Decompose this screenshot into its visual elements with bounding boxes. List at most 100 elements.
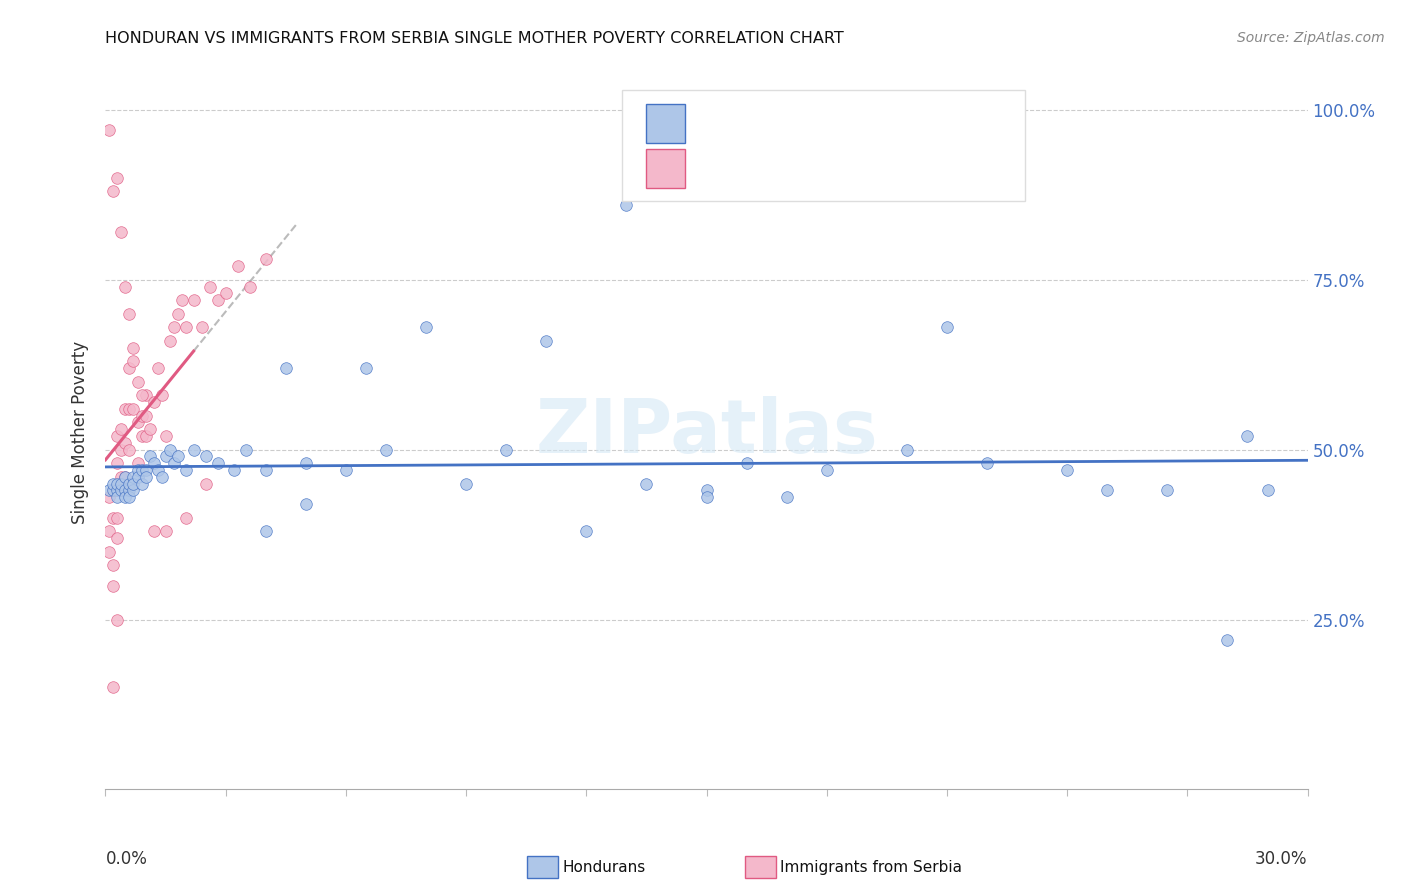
Point — [98, 490, 121, 504]
Point — [1056, 463, 1078, 477]
Point — [107, 613, 129, 627]
Point — [110, 483, 132, 498]
Point — [146, 361, 169, 376]
Point — [214, 286, 236, 301]
Y-axis label: Single Mother Poverty: Single Mother Poverty — [72, 341, 90, 524]
Point — [135, 409, 157, 423]
Point — [183, 293, 205, 307]
Point — [222, 463, 245, 477]
Point — [135, 463, 157, 477]
Point — [103, 681, 125, 695]
Point — [735, 456, 758, 470]
Point — [155, 429, 177, 443]
Point — [135, 388, 157, 402]
Point — [114, 470, 136, 484]
Bar — [647, 104, 685, 144]
Point — [295, 497, 318, 511]
Point — [495, 442, 517, 457]
Point — [254, 463, 277, 477]
Point — [103, 185, 125, 199]
Point — [150, 470, 173, 484]
Point — [98, 483, 121, 498]
Point — [135, 429, 157, 443]
Point — [162, 320, 184, 334]
Point — [1257, 483, 1279, 498]
Text: Hondurans: Hondurans — [562, 860, 645, 874]
Point — [122, 341, 145, 355]
Point — [103, 483, 125, 498]
Point — [138, 422, 160, 436]
Point — [107, 483, 129, 498]
Point — [110, 442, 132, 457]
Point — [118, 483, 141, 498]
Point — [1216, 632, 1239, 647]
Point — [194, 450, 217, 464]
Point — [696, 490, 718, 504]
Point — [575, 524, 598, 538]
Point — [150, 388, 173, 402]
Point — [142, 456, 165, 470]
Point — [131, 429, 153, 443]
Point — [636, 476, 658, 491]
Point — [170, 293, 193, 307]
Text: 30.0%: 30.0% — [1256, 850, 1308, 868]
Point — [207, 456, 229, 470]
Point — [114, 483, 136, 498]
Point — [98, 123, 121, 137]
Point — [1156, 483, 1178, 498]
Point — [374, 442, 398, 457]
Point — [1236, 429, 1258, 443]
Text: HONDURAN VS IMMIGRANTS FROM SERBIA SINGLE MOTHER POVERTY CORRELATION CHART: HONDURAN VS IMMIGRANTS FROM SERBIA SINGL… — [105, 31, 844, 46]
Point — [118, 476, 141, 491]
Point — [122, 476, 145, 491]
Point — [98, 524, 121, 538]
Point — [815, 463, 838, 477]
Text: 0.0%: 0.0% — [105, 850, 148, 868]
Point — [146, 463, 169, 477]
Point — [131, 388, 153, 402]
Point — [114, 470, 136, 484]
Point — [107, 429, 129, 443]
Point — [335, 463, 357, 477]
Point — [534, 334, 557, 348]
Point — [142, 524, 165, 538]
Point — [183, 442, 205, 457]
Point — [107, 476, 129, 491]
Point — [103, 476, 125, 491]
Point — [131, 476, 153, 491]
Point — [976, 456, 998, 470]
Point — [616, 198, 638, 212]
Point — [135, 470, 157, 484]
Point — [107, 510, 129, 524]
Point — [110, 422, 132, 436]
Point — [122, 470, 145, 484]
Text: Source: ZipAtlas.com: Source: ZipAtlas.com — [1237, 31, 1385, 45]
Point — [295, 456, 318, 470]
Point — [118, 361, 141, 376]
Point — [103, 483, 125, 498]
FancyBboxPatch shape — [623, 90, 1025, 201]
Point — [107, 531, 129, 545]
Point — [107, 456, 129, 470]
Point — [1097, 483, 1119, 498]
Point — [354, 361, 377, 376]
Point — [142, 395, 165, 409]
Point — [254, 524, 277, 538]
Point — [190, 320, 212, 334]
Point — [194, 476, 217, 491]
Point — [166, 450, 188, 464]
Text: Immigrants from Serbia: Immigrants from Serbia — [780, 860, 962, 874]
Point — [103, 510, 125, 524]
Point — [127, 456, 149, 470]
Point — [118, 442, 141, 457]
Point — [118, 490, 141, 504]
Point — [207, 293, 229, 307]
Point — [415, 320, 437, 334]
Point — [198, 279, 221, 293]
Point — [159, 334, 181, 348]
Point — [936, 320, 959, 334]
Point — [166, 307, 188, 321]
Point — [896, 442, 918, 457]
Text: R =  0.587   N = 64: R = 0.587 N = 64 — [707, 160, 897, 178]
Point — [127, 463, 149, 477]
